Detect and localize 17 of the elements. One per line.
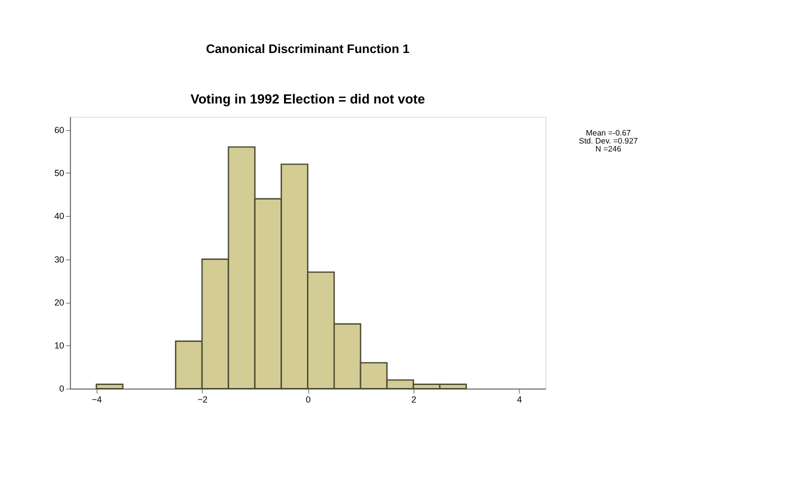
y-tick-label: 10 xyxy=(54,340,64,351)
text: N =246 xyxy=(595,144,622,154)
chart-title: Canonical Discriminant Function 1 xyxy=(206,42,410,56)
y-tick-label: 0 xyxy=(59,384,64,394)
chart-subtitle: Voting in 1992 Election = did not vote xyxy=(190,92,425,107)
y-tick-label: 60 xyxy=(54,124,64,135)
text: Std. Dev. =0.927 xyxy=(578,136,638,146)
y-tick-label: 20 xyxy=(54,297,64,308)
x-tick-label: −2 xyxy=(197,394,208,404)
text: Mean =-0.67 xyxy=(586,128,632,138)
y-tick-label: 50 xyxy=(54,168,64,178)
x-tick-label: 4 xyxy=(517,394,522,404)
x-tick-label: 2 xyxy=(411,394,416,404)
x-tick-label: 0 xyxy=(306,394,311,404)
y-tick-label: 40 xyxy=(54,211,64,222)
x-tick-label: −4 xyxy=(92,394,102,404)
y-tick-label: 30 xyxy=(54,254,64,264)
